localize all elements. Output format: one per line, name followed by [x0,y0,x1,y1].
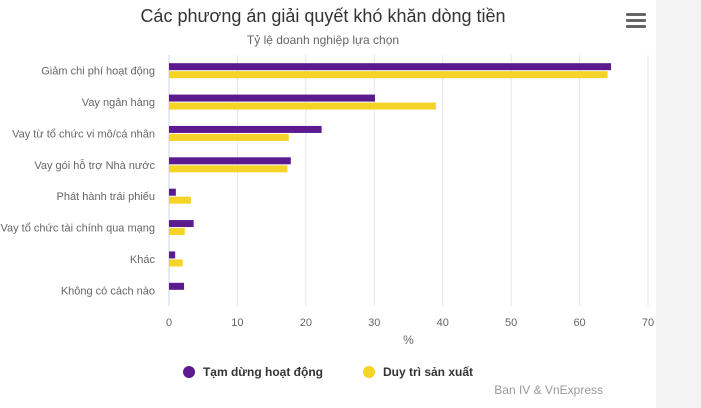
legend-label-series-2: Duy trì sản xuất [382,365,474,379]
x-tick-label: 30 [368,317,380,329]
chart-container: Các phương án giải quyết khó khăn dòng t… [0,0,656,408]
bar-series-2 [169,133,289,141]
category-label: Vay ngân hàng [82,97,155,109]
category-label: Phát hành trái phiếu [57,191,155,203]
x-tick-label: 60 [573,317,585,329]
legend-item-series-1[interactable]: Tạm dừng hoạt động [182,365,323,379]
x-tick-label: 0 [166,317,172,329]
bar-series-1 [169,125,322,133]
bar-series-1 [169,251,176,259]
bar-series-2 [169,228,185,236]
x-tick-label: 10 [231,317,243,329]
hamburger-menu-icon[interactable] [626,13,646,31]
legend: Tạm dừng hoạt động Duy trì sản xuất [0,365,656,379]
x-tick-label: 20 [300,317,312,329]
legend-dot-series-2 [362,366,375,378]
bar-series-2 [169,102,436,110]
bar-chart: 0 10 20 30 40 50 60 70% Giảm chi phí hoạt động Va… [0,55,654,347]
bar-series-1 [169,282,185,290]
category-label: Khác [130,254,156,266]
x-axis-label: % [403,333,414,347]
legend-label-series-1: Tạm dừng hoạt động [202,365,323,379]
bar-series-1 [169,63,612,71]
category-label: Vay từ tổ chức vi mô/cá nhân [12,128,155,140]
x-tick-label: 70 [642,317,654,329]
category-label: Không có cách nào [61,285,155,297]
bar-series-1 [169,157,291,165]
bar-series-1 [169,220,194,228]
bar-series-1 [169,188,176,196]
category-label: Vay tổ chức tài chính qua mạng [0,223,155,235]
chart-title: Các phương án giải quyết khó khăn dòng t… [140,6,506,26]
bar-series-2 [169,165,288,173]
category-label: Giảm chi phí hoạt động [41,66,155,78]
bar-series-1 [169,94,375,102]
bar-series-2 [169,259,183,267]
credits[interactable]: Ban IV & VnExpress [494,383,603,397]
x-tick-label: 40 [437,317,449,329]
x-tick-label: 50 [505,317,517,329]
category-label: Vay gói hỗ trợ Nhà nước [34,159,155,172]
legend-dot-series-1 [182,366,195,378]
bar-series-2 [169,71,608,79]
legend-item-series-2[interactable]: Duy trì sản xuất [362,365,474,379]
chart-subtitle: Tỷ lệ doanh nghiệp lựa chọn [246,33,400,47]
bar-series-2 [169,196,191,204]
